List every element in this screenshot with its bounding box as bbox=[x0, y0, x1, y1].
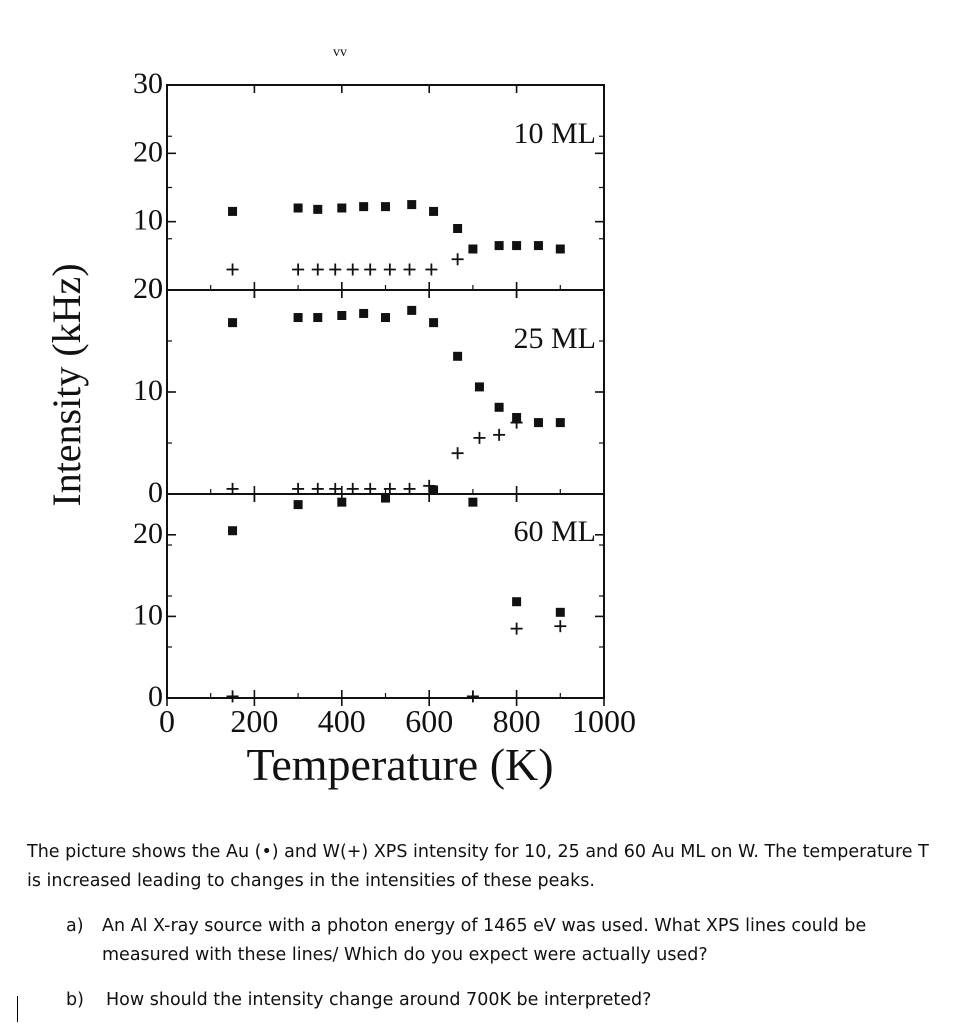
y-tick-label: 0 bbox=[148, 272, 163, 305]
question-a-text: An Al X-ray source with a photon energy … bbox=[102, 916, 867, 965]
au-square-point bbox=[429, 485, 439, 495]
x-tick-label: 600 bbox=[405, 703, 453, 739]
au-square-point bbox=[512, 241, 522, 251]
au-square-point bbox=[293, 203, 303, 213]
x-tick-label: 400 bbox=[318, 703, 366, 739]
au-square-point bbox=[337, 203, 347, 213]
au-square-point bbox=[533, 418, 543, 428]
panel-label: 10 ML bbox=[514, 117, 597, 150]
au-square-point bbox=[494, 402, 504, 412]
au-square-point bbox=[533, 241, 543, 251]
au-square-point bbox=[381, 313, 390, 323]
panel-label: 60 ML bbox=[514, 515, 597, 548]
au-square-point bbox=[453, 224, 463, 233]
au-square-point bbox=[468, 244, 478, 254]
y-tick-label: 10 bbox=[133, 374, 163, 407]
au-square-point bbox=[293, 313, 303, 323]
au-square-point bbox=[337, 311, 347, 320]
question-intro: The picture shows the Au (•) and W(+) XP… bbox=[27, 842, 929, 891]
au-square-point bbox=[555, 418, 565, 428]
x-tick-label: 200 bbox=[230, 703, 278, 739]
au-square-point bbox=[512, 597, 522, 607]
au-square-point bbox=[381, 202, 390, 212]
au-square-point bbox=[293, 500, 303, 510]
y-tick-label: 0 bbox=[148, 680, 163, 713]
au-square-point bbox=[429, 318, 439, 328]
au-square-point bbox=[337, 497, 347, 507]
au-square-point bbox=[359, 308, 369, 318]
top-mark: vv bbox=[333, 45, 347, 60]
y-tick-label: 10 bbox=[133, 598, 163, 631]
au-square-point bbox=[228, 206, 238, 216]
au-square-point bbox=[494, 241, 504, 251]
y-tick-label: 30 bbox=[133, 67, 163, 100]
au-square-point bbox=[313, 313, 323, 323]
plot-frame bbox=[166, 84, 605, 699]
y-tick-label: 20 bbox=[133, 517, 163, 550]
question-a-marker: a) bbox=[66, 916, 84, 936]
plot-area: 30 20 10 0 10 ML 20 10 0 25 ML 20 10 0 60 ML 0 200 400 6… bbox=[133, 67, 636, 739]
xps-intensity-figure: vv Intensity (kHz) Temperature (K) 30 20 1… bbox=[44, 45, 636, 790]
au-square-point bbox=[313, 204, 323, 214]
au-square-point bbox=[359, 202, 369, 212]
au-square-point bbox=[468, 497, 478, 507]
au-square-point bbox=[429, 206, 439, 216]
question-b-marker: b) bbox=[66, 990, 84, 1010]
au-square-point bbox=[407, 200, 417, 210]
au-square-point bbox=[453, 351, 463, 361]
question-b-text: How should the intensity change around 7… bbox=[106, 990, 652, 1010]
x-tick-label: 1000 bbox=[572, 703, 636, 739]
au-square-point bbox=[381, 493, 390, 503]
x-axis-label: Temperature (K) bbox=[246, 739, 553, 790]
au-square-point bbox=[407, 305, 417, 315]
y-tick-label: 20 bbox=[133, 272, 163, 305]
x-tick-label: 0 bbox=[159, 703, 175, 739]
panel-label: 25 ML bbox=[514, 322, 597, 355]
y-tick-label: 20 bbox=[133, 135, 163, 168]
au-square-point bbox=[555, 607, 565, 617]
margin-bar bbox=[17, 996, 18, 1022]
x-tick-label: 800 bbox=[493, 703, 541, 739]
au-square-point bbox=[228, 526, 238, 536]
y-tick-label: 0 bbox=[148, 476, 163, 509]
au-square-point bbox=[228, 318, 238, 328]
au-square-point bbox=[555, 244, 565, 254]
y-axis-label: Intensity (kHz) bbox=[44, 263, 89, 506]
au-square-point bbox=[474, 382, 484, 392]
y-tick-label: 10 bbox=[133, 204, 163, 237]
